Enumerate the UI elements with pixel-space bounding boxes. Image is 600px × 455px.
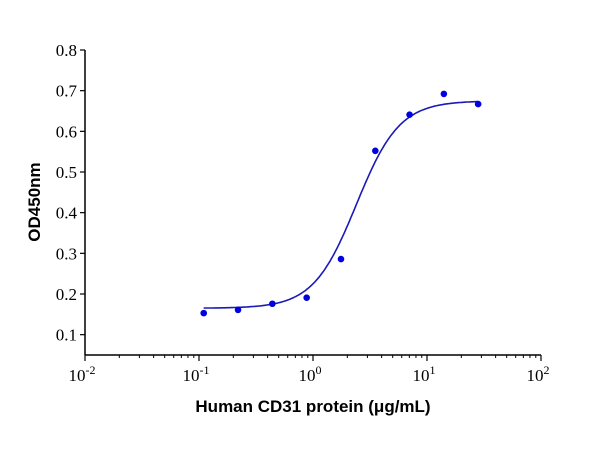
y-tick-label: 0.7 [56, 82, 78, 101]
fit-curve [203, 100, 479, 309]
data-point [406, 111, 413, 118]
y-tick-label: 0.8 [56, 41, 77, 60]
data-point [372, 147, 379, 155]
x-tick-label: 101 [413, 363, 436, 385]
x-axis-label: Human CD31 protein (μg/mL) [195, 397, 430, 416]
y-axis-label: OD450nm [25, 162, 44, 241]
x-tick-label: 102 [527, 363, 550, 385]
data-point [200, 309, 208, 317]
y-tick-label: 0.5 [56, 163, 77, 182]
data-point [303, 294, 310, 301]
y-tick-label: 0.6 [56, 122, 77, 141]
data-point [337, 255, 345, 263]
y-tick-label: 0.3 [56, 244, 77, 263]
y-tick-label: 0.2 [56, 285, 77, 304]
data-point [440, 90, 448, 98]
x-tick-label: 10-1 [183, 363, 210, 385]
y-tick-label: 0.4 [56, 204, 78, 223]
y-tick-label: 0.1 [56, 326, 77, 345]
data-point [234, 306, 242, 314]
x-tick-label: 10-2 [69, 363, 96, 385]
x-tick-label: 100 [299, 363, 322, 385]
data-point [474, 100, 482, 108]
data-point [269, 300, 276, 308]
